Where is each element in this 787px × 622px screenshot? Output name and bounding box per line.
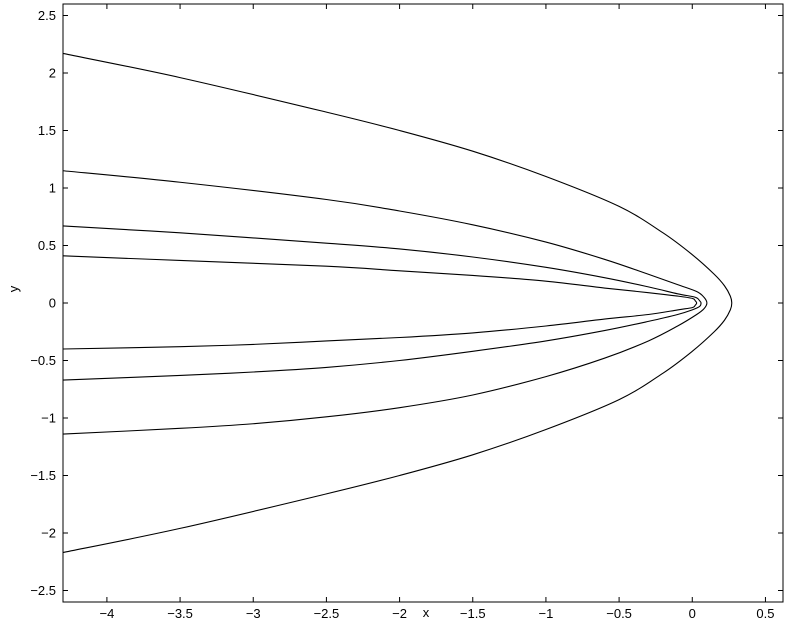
y-axis-label: y <box>6 285 21 292</box>
curves-group <box>62 52 733 554</box>
x-tick-label: −4 <box>99 606 114 621</box>
curve-2 <box>62 170 708 435</box>
x-axis-label: x <box>423 605 430 620</box>
x-tick-label: −3 <box>246 606 261 621</box>
y-tick-label: 0 <box>49 296 56 311</box>
x-tick-label: −1.5 <box>460 606 486 621</box>
x-tick-label: −2.5 <box>314 606 340 621</box>
x-tick-label: −1 <box>539 606 554 621</box>
curve-4 <box>62 255 698 350</box>
curve-1 <box>62 52 733 554</box>
x-tick-label: 0.5 <box>756 606 774 621</box>
plot-frame <box>62 3 784 603</box>
y-tick-label: −1 <box>41 411 56 426</box>
curve-3 <box>62 225 702 381</box>
y-tick-label: −2 <box>41 526 56 541</box>
x-tick-label: −3.5 <box>167 606 193 621</box>
y-tick-label: 0.5 <box>38 238 56 253</box>
y-tick-label: 2.5 <box>38 8 56 23</box>
x-tick-label: 0 <box>689 606 696 621</box>
x-tick-label: −0.5 <box>606 606 632 621</box>
y-tick-label: 2 <box>49 66 56 81</box>
y-tick-label: −2.5 <box>30 583 56 598</box>
y-tick-label: 1 <box>49 181 56 196</box>
y-tick-label: 1.5 <box>38 123 56 138</box>
x-tick-label: −2 <box>392 606 407 621</box>
ticks-group: −4 −3.5 −3 −2.5 −2 −1.5 −1 −0.5 0 0.5 2.5 2 1.5 1 0.5 0… <box>30 4 783 621</box>
y-tick-label: −1.5 <box>30 468 56 483</box>
y-tick-label: −0.5 <box>30 353 56 368</box>
